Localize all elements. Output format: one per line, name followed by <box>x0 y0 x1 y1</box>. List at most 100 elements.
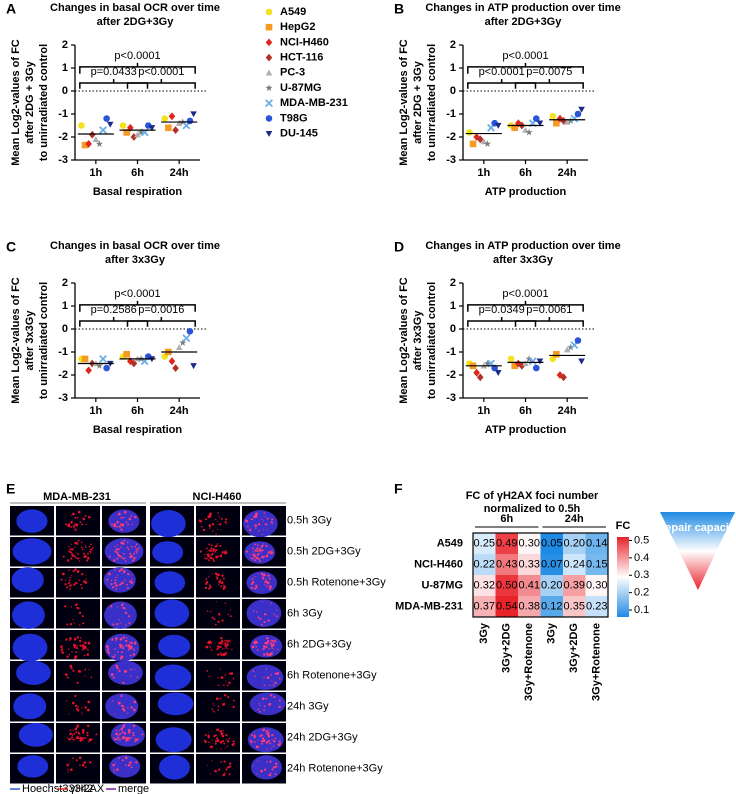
foci <box>205 553 207 555</box>
panel-label: A <box>6 1 16 17</box>
foci <box>121 759 124 762</box>
foci <box>60 646 62 648</box>
y-tick-label: 0 <box>450 323 456 335</box>
foci <box>278 699 281 702</box>
foci <box>74 694 77 697</box>
foci <box>89 552 92 554</box>
x-tick-label: 1h <box>477 167 490 179</box>
foci <box>272 641 275 643</box>
y-tick-label: 2 <box>450 277 456 289</box>
foci <box>124 669 127 672</box>
foci <box>202 528 206 532</box>
foci <box>207 557 209 560</box>
foci <box>214 551 217 553</box>
foci <box>216 739 220 743</box>
foci <box>217 709 219 711</box>
foci <box>266 732 269 735</box>
foci <box>85 545 87 547</box>
foci <box>269 643 271 645</box>
data-point <box>95 362 104 369</box>
column-header: MDA-MB-231 <box>43 491 111 503</box>
foci <box>218 516 220 518</box>
data-point <box>179 339 187 346</box>
foci <box>223 550 225 553</box>
cell-label: 0.20 <box>541 579 562 591</box>
foci <box>212 548 216 552</box>
foci <box>126 587 129 590</box>
micrograph <box>56 630 100 660</box>
foci <box>264 580 267 584</box>
cell-label: 0.14 <box>586 537 607 549</box>
foci <box>116 525 119 528</box>
foci <box>212 557 215 560</box>
foci <box>129 654 132 657</box>
foci <box>261 697 265 701</box>
foci <box>123 709 126 712</box>
column-group-label: 24h <box>565 513 584 525</box>
cell-label: 0.24 <box>564 558 585 570</box>
data-point <box>81 355 89 363</box>
foci <box>69 546 71 548</box>
foci <box>66 559 70 562</box>
data-point <box>88 130 96 139</box>
p-value: p=0.2586 <box>91 304 137 316</box>
foci <box>263 529 265 531</box>
panel-label: D <box>394 239 404 255</box>
foci <box>206 669 209 672</box>
foci <box>67 549 69 551</box>
foci <box>219 652 222 654</box>
data-point <box>165 124 172 132</box>
foci <box>89 761 92 764</box>
heatmap-cell <box>473 575 496 596</box>
foci <box>260 551 263 553</box>
foci <box>218 523 220 525</box>
foci <box>112 559 116 562</box>
foci <box>78 560 81 562</box>
x-tick-label: 6h <box>519 167 532 179</box>
foci <box>272 647 274 649</box>
foci <box>120 546 122 548</box>
foci <box>130 737 132 739</box>
foci <box>253 764 255 766</box>
y-tick-label: -2 <box>446 369 456 381</box>
foci <box>227 613 230 616</box>
foci <box>79 639 82 643</box>
foci <box>269 584 271 586</box>
row-label: 0.5h Rotenone+3Gy <box>287 577 386 589</box>
foci <box>64 673 68 676</box>
foci <box>124 731 126 733</box>
foci <box>110 605 113 608</box>
heatmap-cell <box>540 596 563 617</box>
foci <box>258 529 260 532</box>
foci <box>84 645 87 648</box>
foci <box>221 740 225 743</box>
foci <box>78 732 81 735</box>
foci <box>220 585 223 588</box>
foci <box>137 547 140 549</box>
foci <box>217 653 220 656</box>
foci <box>119 644 123 648</box>
foci <box>272 740 276 743</box>
foci <box>245 550 249 553</box>
foci <box>111 523 114 526</box>
foci <box>132 653 136 656</box>
foci <box>121 651 123 654</box>
foci <box>220 731 223 733</box>
foci <box>127 729 131 732</box>
foci <box>120 581 124 584</box>
data-point <box>137 128 145 136</box>
p-value: p<0.0001 <box>114 50 160 62</box>
foci <box>265 580 268 582</box>
foci <box>252 610 255 612</box>
foci <box>219 544 222 547</box>
heatmap-cell <box>495 575 518 596</box>
foci <box>112 737 115 739</box>
foci <box>267 734 271 738</box>
foci <box>221 619 224 622</box>
foci <box>68 550 71 553</box>
foci <box>251 518 254 520</box>
y-axis-label: to unirradiated control <box>426 282 438 399</box>
foci <box>121 737 124 740</box>
y-axis-label: to unirradiated control <box>38 44 50 161</box>
foci <box>210 610 212 613</box>
